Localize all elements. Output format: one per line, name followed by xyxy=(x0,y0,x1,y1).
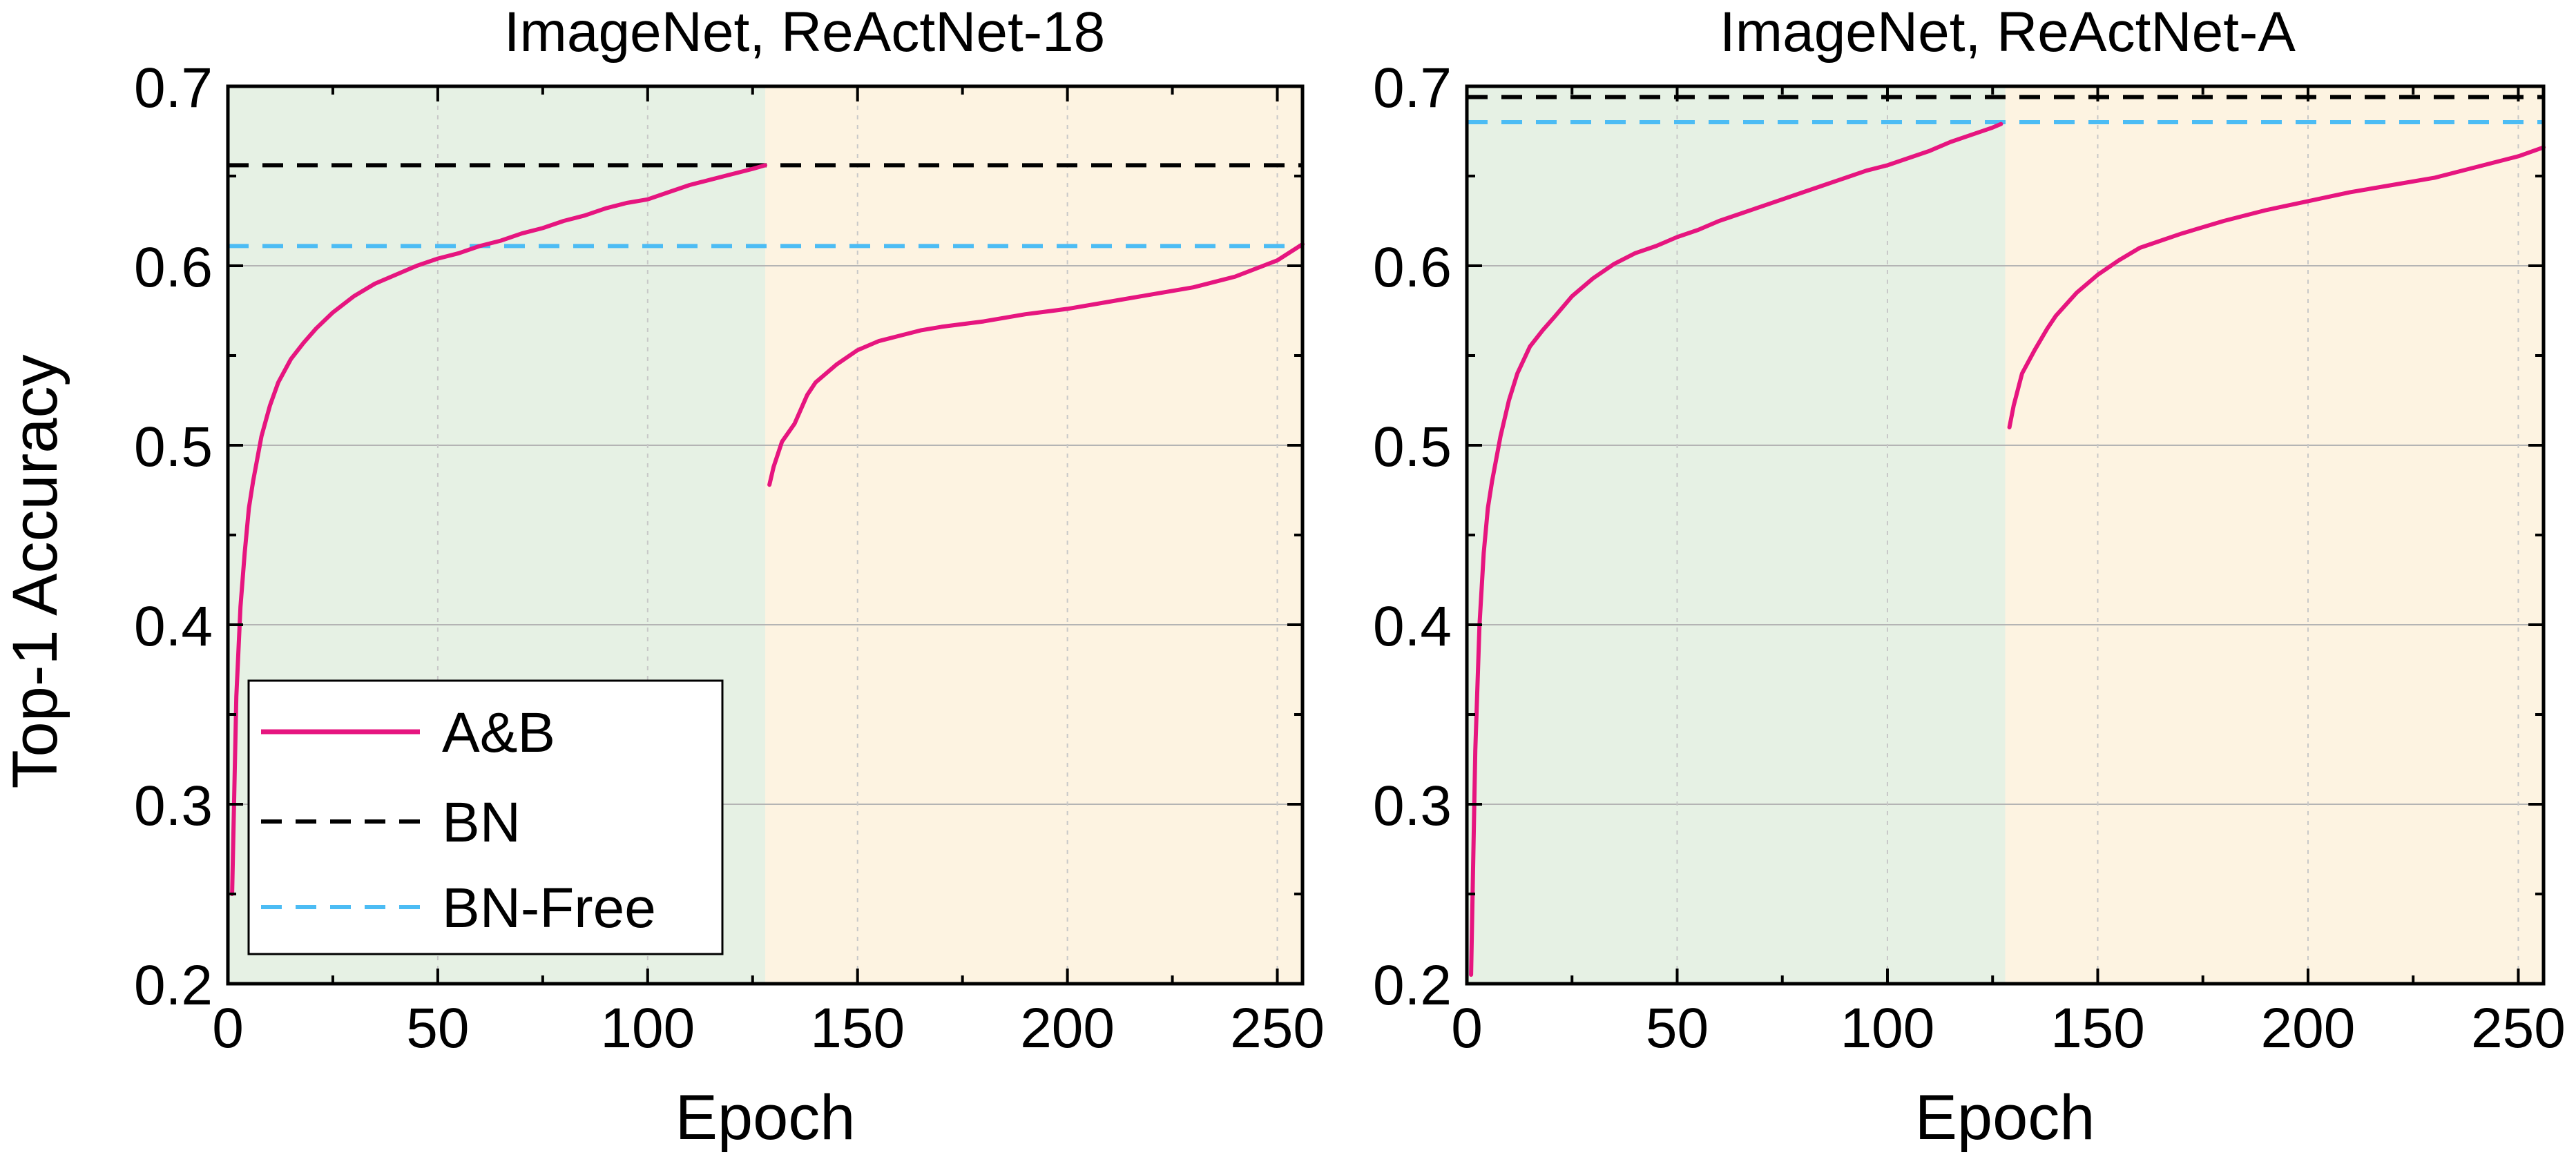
y-tick-label: 0.2 xyxy=(1373,954,1452,1017)
grid xyxy=(1467,86,2544,984)
ab-line-segment-1 xyxy=(1469,121,2003,977)
y-tick-label: 0.2 xyxy=(134,954,213,1017)
y-tick-label: 0.7 xyxy=(134,57,213,119)
y-tick-label: 0.3 xyxy=(1373,775,1452,837)
legend-label-ab: A&B xyxy=(442,701,555,764)
x-tick-label: 100 xyxy=(1840,997,1935,1060)
x-tick-label: 100 xyxy=(600,997,695,1060)
x-tick-label: 150 xyxy=(810,997,905,1060)
series-lines xyxy=(1469,121,2546,977)
phase-1-region xyxy=(1467,86,2006,984)
y-tick-label: 0.3 xyxy=(134,775,213,837)
plot-background xyxy=(1467,86,2544,984)
ab-line-segment-2 xyxy=(767,242,1305,487)
tick-marks xyxy=(227,85,1303,985)
x-tick-label: 0 xyxy=(1451,997,1483,1060)
y-tick-labels: 0.2 0.3 0.4 0.5 0.6 0.7 xyxy=(134,57,213,1017)
x-tick-label: 250 xyxy=(2471,997,2566,1060)
legend-box xyxy=(247,679,724,955)
ab-line-segment-1 xyxy=(230,163,767,896)
y-tick-label: 0.5 xyxy=(1373,416,1452,478)
x-tick-label: 0 xyxy=(212,997,244,1060)
phase-2-region xyxy=(765,86,1303,984)
x-tick-label: 50 xyxy=(406,997,469,1060)
reference-lines xyxy=(1467,95,2544,124)
chart-title: ImageNet, ReActNet-18 xyxy=(504,1,1106,64)
x-tick-label: 150 xyxy=(2050,997,2145,1060)
x-tick-labels: 0 50 100 150 200 250 xyxy=(212,997,1325,1060)
legend-label-bnfree: BN-Free xyxy=(442,877,656,940)
y-tick-label: 0.4 xyxy=(1373,595,1452,658)
legend-label-bn: BN xyxy=(442,791,521,854)
x-tick-label: 200 xyxy=(1020,997,1115,1060)
y-tick-labels: 0.2 0.3 0.4 0.5 0.6 0.7 xyxy=(1373,57,1452,1017)
x-tick-labels: 0 50 100 150 200 250 xyxy=(1451,997,2566,1060)
chart-title: ImageNet, ReActNet-A xyxy=(1720,1,2296,64)
y-tick-label: 0.4 xyxy=(134,595,213,658)
x-tick-label: 200 xyxy=(2261,997,2356,1060)
chart-reactnet-a: ImageNet, ReActNet-A 0 50 100 150 200 250 0.2… xyxy=(1373,1,2566,1153)
ab-line-segment-2 xyxy=(2007,145,2546,429)
phase-2-region xyxy=(2005,86,2544,984)
x-axis-label: Epoch xyxy=(675,1082,856,1153)
x-axis-label: Epoch xyxy=(1915,1082,2095,1153)
y-tick-label: 0.6 xyxy=(134,236,213,299)
x-tick-label: 250 xyxy=(1230,997,1325,1060)
y-axis-label: Top-1 Accuracy xyxy=(0,355,70,789)
tick-marks xyxy=(1465,85,2544,985)
series-lines xyxy=(230,163,1305,896)
y-tick-label: 0.5 xyxy=(134,416,213,478)
y-tick-label: 0.6 xyxy=(1373,236,1452,299)
legend: A&B BN BN-Free xyxy=(247,679,724,955)
y-tick-label: 0.7 xyxy=(1373,57,1452,119)
chart-reactnet-18: ImageNet, ReActNet-18 0 50 100 150 200 250 0.… xyxy=(0,1,1325,1153)
x-tick-label: 50 xyxy=(1646,997,1709,1060)
